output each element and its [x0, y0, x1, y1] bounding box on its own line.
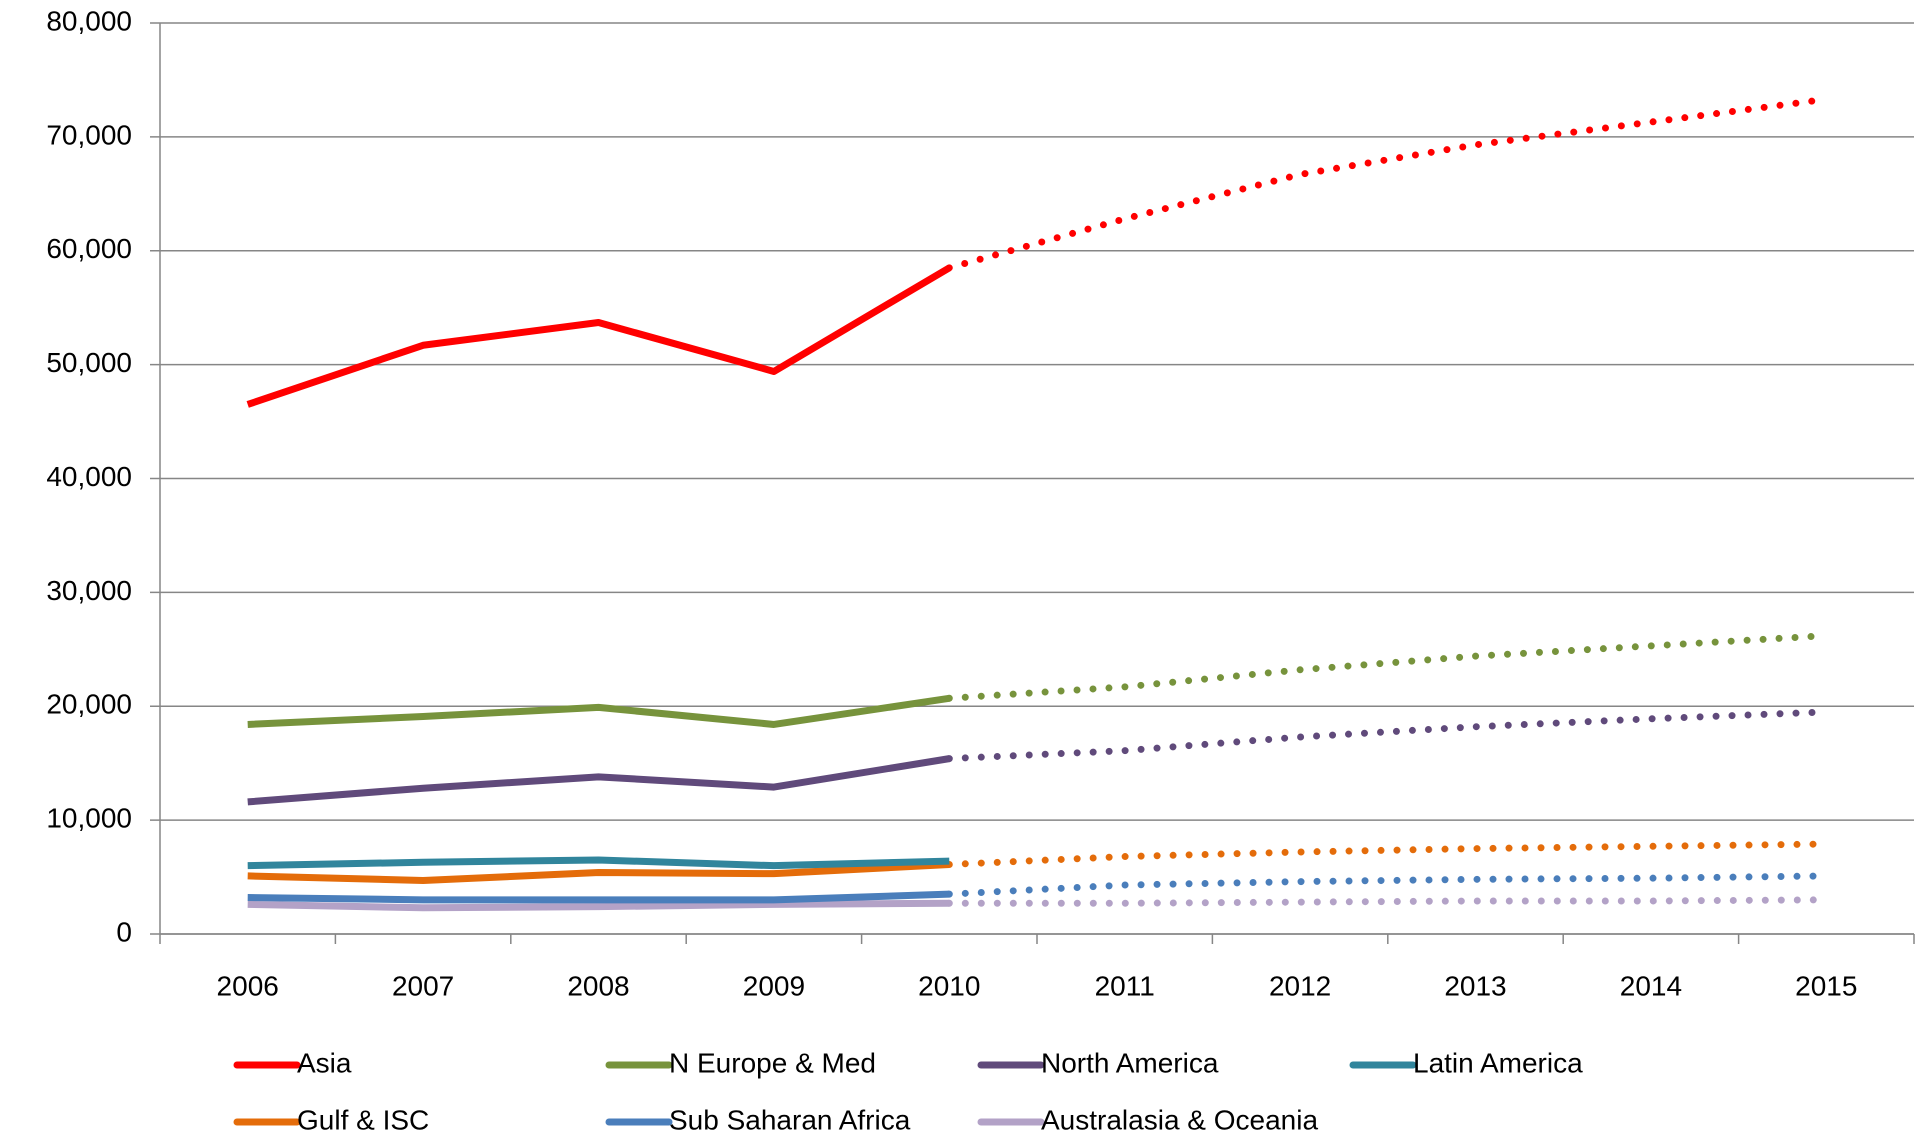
y-tick-label: 70,000	[46, 119, 132, 150]
legend-label: Gulf & ISC	[297, 1104, 429, 1135]
legend-label: Australasia & Oceania	[1041, 1104, 1318, 1135]
forecast-line	[945, 708, 1830, 763]
y-tick-label: 0	[116, 916, 132, 947]
x-tick-label: 2013	[1444, 970, 1506, 1001]
y-tick-label: 50,000	[46, 347, 132, 378]
legend-label: North America	[1041, 1047, 1219, 1078]
legend-label: Latin America	[1413, 1047, 1583, 1078]
legend-label: N Europe & Med	[669, 1047, 876, 1078]
y-tick-label: 60,000	[46, 233, 132, 264]
x-tick-label: 2014	[1620, 970, 1682, 1001]
forecast-line	[945, 872, 1830, 898]
line	[247, 899, 950, 912]
line	[247, 861, 950, 884]
forecast-line	[945, 632, 1830, 702]
x-tick-label: 2011	[1095, 970, 1155, 1001]
line	[247, 694, 950, 728]
legend-label: Sub Saharan Africa	[669, 1104, 911, 1135]
y-tick-label: 30,000	[46, 575, 132, 606]
x-tick-label: 2010	[918, 970, 980, 1001]
legend-label: Asia	[297, 1047, 352, 1078]
forecast-line	[945, 840, 1830, 869]
x-tick-label: 2008	[567, 970, 629, 1001]
line	[247, 890, 950, 904]
x-tick-label: 2006	[217, 970, 279, 1001]
x-tick-label: 2015	[1795, 970, 1857, 1001]
y-tick-label: 40,000	[46, 461, 132, 492]
forecast-line	[945, 95, 1830, 272]
x-tick-label: 2009	[743, 970, 805, 1001]
line	[246, 264, 952, 408]
line	[247, 856, 950, 870]
forecast-line	[945, 896, 1830, 907]
y-tick-label: 80,000	[46, 5, 132, 36]
y-tick-label: 10,000	[46, 803, 132, 834]
line	[247, 755, 950, 806]
x-tick-label: 2007	[392, 970, 454, 1001]
x-tick-label: 2012	[1269, 970, 1331, 1001]
y-tick-label: 20,000	[46, 689, 132, 720]
